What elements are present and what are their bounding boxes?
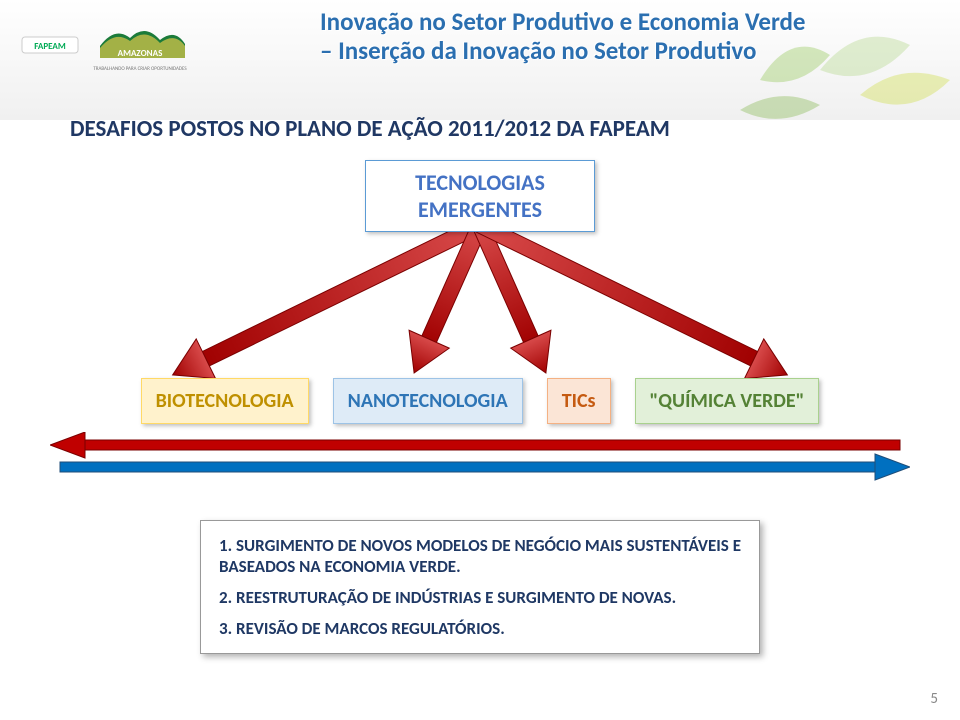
title-line-2: – Inserção da Inovação no Setor Produtiv… xyxy=(320,37,940,66)
title-line-1: Inovação no Setor Produtivo e Economia V… xyxy=(320,8,940,37)
center-line-1: TECNOLOGIAS xyxy=(380,169,580,196)
diverging-arrows xyxy=(0,220,960,395)
horizontal-arrows xyxy=(50,432,910,482)
category-row: BIOTECNOLOGIA NANOTECNOLOGIA TICs "QUÍMI… xyxy=(0,378,960,424)
logo-fapeam: FAPEAM xyxy=(20,31,80,59)
section-title: DESAFIOS POSTOS NO PLANO DE AÇÃO 2011/20… xyxy=(70,115,670,143)
center-concept-box: TECNOLOGIAS EMERGENTES xyxy=(365,160,595,232)
svg-text:FAPEAM: FAPEAM xyxy=(34,41,66,52)
page-number: 5 xyxy=(930,690,938,708)
category-nanotecnologia: NANOTECNOLOGIA xyxy=(333,378,523,424)
notes-box: 1. SURGIMENTO DE NOVOS MODELOS DE NEGÓCI… xyxy=(200,520,760,654)
note-3: 3. REVISÃO DE MARCOS REGULATÓRIOS. xyxy=(219,618,741,639)
note-1: 1. SURGIMENTO DE NOVOS MODELOS DE NEGÓCI… xyxy=(219,535,741,577)
category-tics: TICs xyxy=(547,378,611,424)
category-quimica-verde: "QUÍMICA VERDE" xyxy=(635,378,820,424)
arrow-left xyxy=(50,432,900,458)
logo-area: FAPEAM AMAZONAS TRABALHANDO PARA CRIAR O… xyxy=(20,18,190,72)
arrow-right xyxy=(60,454,910,480)
category-biotecnologia: BIOTECNOLOGIA xyxy=(141,378,309,424)
slide-title: Inovação no Setor Produtivo e Economia V… xyxy=(320,8,940,66)
svg-text:AMAZONAS: AMAZONAS xyxy=(118,48,163,59)
center-line-2: EMERGENTES xyxy=(380,196,580,223)
note-2: 2. REESTRUTURAÇÃO DE INDÚSTRIAS E SURGIM… xyxy=(219,587,741,608)
logo-amazonas: AMAZONAS TRABALHANDO PARA CRIAR OPORTUNI… xyxy=(90,18,190,72)
